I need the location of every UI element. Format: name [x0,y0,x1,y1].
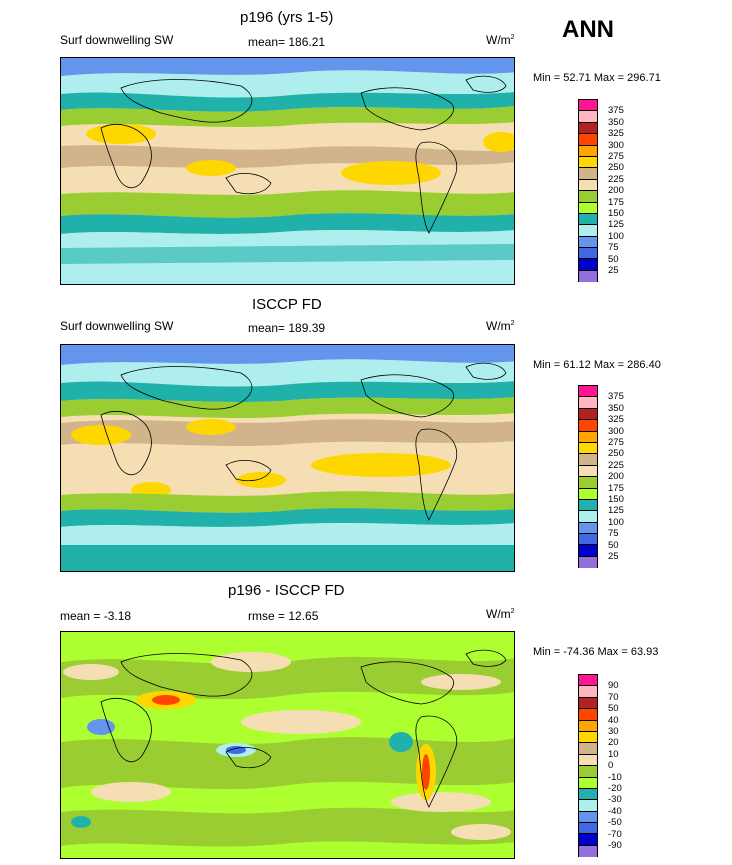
panel1-mean-label: mean= 186.21 [248,35,326,49]
panel1-colorbar-label: 25 [608,265,619,276]
panel2-colorbar-label: 125 [608,505,624,516]
panel3-units: W/m2 [486,607,515,621]
panel2-colorbar-label: 150 [608,494,624,505]
panel2-colorbar-label: 225 [608,460,624,471]
panel2-variable-label: Surf downwelling SW [60,319,174,333]
panel3-colorbar-label: 70 [608,692,619,703]
panel1-title: p196 (yrs 1-5) [240,9,334,26]
panel2-title: ISCCP FD [252,296,322,313]
panel2-colorbar-label: 325 [608,414,624,425]
panel2-map [60,344,515,572]
panel2-colorbar-label: 100 [608,517,624,528]
panel3-colorbar-label: 50 [608,703,619,714]
panel3-colorbar-label: -50 [608,817,622,828]
panel1-colorbar-label: 375 [608,105,624,116]
panel1-colorbar [578,99,598,283]
panel2-colorbar-label: 25 [608,551,619,562]
panel2-colorbar-label: 75 [608,528,619,539]
panel2-minmax: Min = 61.12 Max = 286.40 [533,359,661,371]
panel3-colorbar-label: 30 [608,726,619,737]
panel1-colorbar-label: 50 [608,254,619,265]
panel2-colorbar-label: 275 [608,437,624,448]
panel3-colorbar-label: 10 [608,749,619,760]
panel3-colorbar-label: 40 [608,715,619,726]
panel1-colorbar-label: 125 [608,219,624,230]
panel1-colorbar-label: 200 [608,185,624,196]
panel1-map [60,57,515,285]
panel3-colorbar-label: -30 [608,794,622,805]
panel1-colorbar-label: 275 [608,151,624,162]
panel1-colorbar-label: 350 [608,117,624,128]
panel2-colorbar-label: 175 [608,483,624,494]
season-label: ANN [562,16,614,43]
panel1-colorbar-label: 300 [608,140,624,151]
panel1-colorbar-label: 75 [608,242,619,253]
panel3-rmse-label: rmse = 12.65 [248,609,319,623]
panel1-units: W/m2 [486,33,515,47]
panel1-colorbar-label: 175 [608,197,624,208]
panel1-colorbar-label: 150 [608,208,624,219]
panel1-colorbar-label: 325 [608,128,624,139]
panel2-colorbar-label: 250 [608,448,624,459]
panel1-variable-label: Surf downwelling SW [60,33,174,47]
panel3-mean-label: mean = -3.18 [60,609,132,623]
panel2-colorbar-label: 350 [608,403,624,414]
panel3-colorbar-label: 90 [608,680,619,691]
panel2-colorbar [578,385,598,569]
panel3-colorbar-label: -70 [608,829,622,840]
panel3-colorbar-label: -40 [608,806,622,817]
panel3-colorbar-label: 0 [608,760,614,771]
panel3-colorbar-label: -10 [608,772,622,783]
panel3-colorbar-label: 20 [608,737,619,748]
panel3-title: p196 - ISCCP FD [228,582,345,599]
panel3-colorbar-label: -20 [608,783,622,794]
panel1-colorbar-label: 250 [608,162,624,173]
panel2-mean-label: mean= 189.39 [248,321,326,335]
panel2-colorbar-label: 50 [608,540,619,551]
panel3-map [60,631,515,859]
panel3-minmax: Min = -74.36 Max = 63.93 [533,646,659,658]
panel2-units: W/m2 [486,319,515,333]
panel1-minmax: Min = 52.71 Max = 296.71 [533,72,661,84]
panel2-colorbar-label: 200 [608,471,624,482]
panel3-colorbar [578,674,598,858]
panel2-colorbar-label: 300 [608,426,624,437]
panel1-colorbar-label: 100 [608,231,624,242]
panel3-colorbar-label: -90 [608,840,622,851]
panel1-colorbar-label: 225 [608,174,624,185]
panel2-colorbar-label: 375 [608,391,624,402]
